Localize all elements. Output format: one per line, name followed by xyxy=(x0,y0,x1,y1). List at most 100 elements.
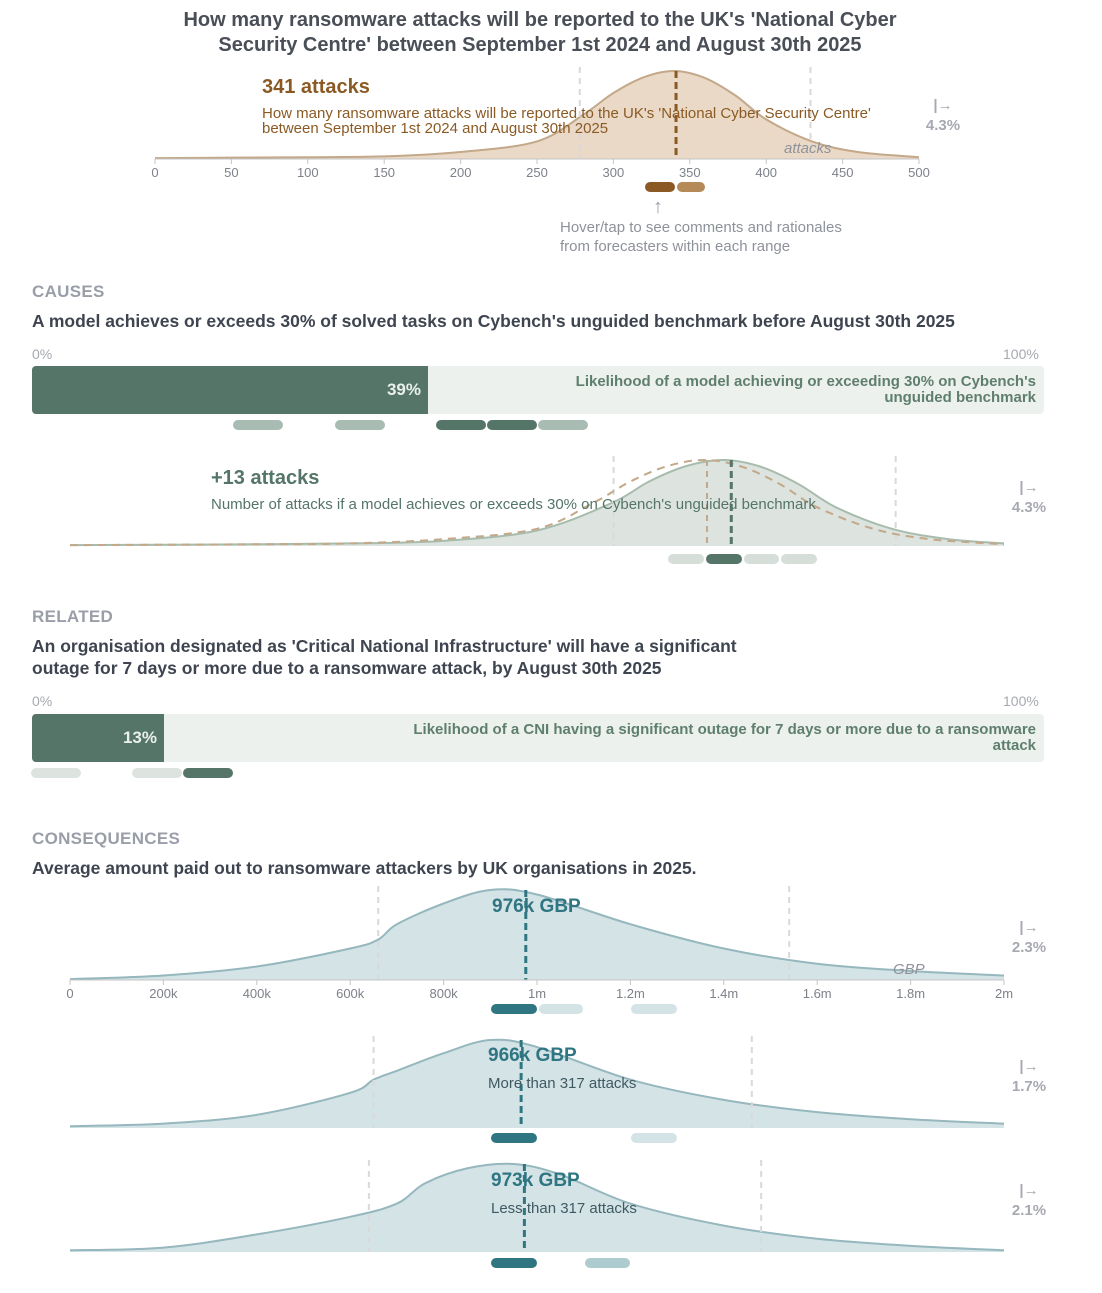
consequences-rate-value: 2.3% xyxy=(1011,939,1047,956)
main-area xyxy=(155,70,919,159)
range-pill-conseq1-3[interactable] xyxy=(631,1004,677,1014)
main-subtitle: How many ransomware attacks will be repo… xyxy=(262,106,871,136)
related-pct-min: 0% xyxy=(32,693,53,709)
related-section-label: RELATED xyxy=(32,607,114,626)
conseq1-tick-label: 1.4m xyxy=(709,986,738,1001)
range-pill-causes-5[interactable] xyxy=(538,420,588,430)
consequences-more-rate[interactable]: |→ 1.7% xyxy=(1004,1057,1054,1097)
causes-rate-value: 4.3% xyxy=(1011,499,1047,516)
causes-pct-max: 100% xyxy=(1003,346,1039,362)
main-subtitle-line1: How many ransomware attacks will be repo… xyxy=(262,105,871,122)
main-tick-label: 50 xyxy=(224,165,238,180)
conseq3-area xyxy=(70,1163,1004,1252)
consequences-value: 976k GBP xyxy=(492,896,581,917)
main-title-line2: Security Centre' between September 1st 2… xyxy=(218,34,862,56)
related-title-line2: outage for 7 days or more due to a ranso… xyxy=(32,658,662,678)
range-pill-conseq2-median[interactable] xyxy=(491,1133,537,1143)
main-tick-label: 500 xyxy=(908,165,930,180)
range-pill-related-3[interactable] xyxy=(183,768,233,778)
causes-likelihood-fill: 39% xyxy=(32,366,428,414)
conseq2-curve xyxy=(69,1038,1005,1128)
conseq1-tick-label: 1m xyxy=(528,986,546,1001)
range-pill-conseq1-median[interactable] xyxy=(491,1004,537,1014)
conseq1-tick-label: 400k xyxy=(243,986,272,1001)
range-pill-related-1[interactable] xyxy=(31,768,81,778)
consequences-rate[interactable]: |→ 2.3% xyxy=(1004,918,1054,958)
range-pill-conseq3-median[interactable] xyxy=(491,1258,537,1268)
range-pill-causes-3[interactable] xyxy=(436,420,486,430)
main-tick-label: 300 xyxy=(603,165,625,180)
conseq1-curve xyxy=(69,888,1005,981)
related-likelihood-value: 13% xyxy=(122,728,157,747)
range-pill-causes-4[interactable] xyxy=(487,420,537,430)
up-arrow-icon: ↑ xyxy=(653,196,663,218)
rate-arrow-icon: |→ xyxy=(1019,1182,1039,1199)
main-title-line1: How many ransomware attacks will be repo… xyxy=(183,9,897,31)
range-pill-causes-1[interactable] xyxy=(233,420,283,430)
range-pill-conseq3-2[interactable] xyxy=(585,1258,630,1268)
range-pill-causes-dist-2[interactable] xyxy=(706,554,742,564)
causes-likelihood-bar[interactable]: 39% Likelihood of a model achieving or e… xyxy=(32,366,1044,414)
conseq1-tick-label: 1.6m xyxy=(803,986,832,1001)
consequences-distribution-chart[interactable]: 0 200k 400k 600k 800k 1m 1.2m 1.4m 1.6m 1.8m 2m GBP xyxy=(0,880,1102,1005)
related-likelihood-fill: 13% xyxy=(32,714,164,762)
causes-pct-min: 0% xyxy=(32,346,53,362)
conseq1-tick-label: 600k xyxy=(336,986,365,1001)
consequences-section-label: CONSEQUENCES xyxy=(32,829,181,848)
hover-hint-line1: Hover/tap to see comments and rationales xyxy=(560,219,842,236)
related-question-title[interactable]: An organisation designated as 'Critical … xyxy=(32,635,737,679)
range-pill-causes-dist-1[interactable] xyxy=(668,554,704,564)
causes-delta-subtitle: Number of attacks if a model achieves or… xyxy=(211,496,816,513)
main-value: 341 attacks xyxy=(262,76,370,98)
consequences-less-value: 973k GBP xyxy=(491,1170,580,1191)
range-pill-causes-dist-3[interactable] xyxy=(744,554,779,564)
main-tick-label: 350 xyxy=(679,165,701,180)
rate-arrow-icon: |→ xyxy=(1019,1058,1039,1075)
range-pill-conseq2-2[interactable] xyxy=(631,1133,677,1143)
main-distribution-chart[interactable]: 0 50 100 150 200 250 300 350 400 450 500 attacks xyxy=(0,60,1102,190)
range-pill-main-median[interactable] xyxy=(645,182,675,192)
related-likelihood-bar[interactable]: 13% Likelihood of a CNI having a signifi… xyxy=(32,714,1044,762)
main-tick-label: 250 xyxy=(526,165,548,180)
range-pill-related-2[interactable] xyxy=(132,768,182,778)
range-pill-causes-dist-4[interactable] xyxy=(781,554,817,564)
causes-distribution-chart[interactable] xyxy=(0,450,1102,560)
consequences-more-rate-value: 1.7% xyxy=(1011,1078,1047,1095)
main-tick-label: 100 xyxy=(297,165,319,180)
main-title: How many ransomware attacks will be repo… xyxy=(120,8,960,58)
consequences-less-subtitle: Less than 317 attacks xyxy=(491,1200,637,1217)
causes-likelihood-text-line2: unguided benchmark xyxy=(884,389,1036,406)
range-pill-main-upper[interactable] xyxy=(677,182,705,192)
main-tick-label: 200 xyxy=(450,165,472,180)
main-curve xyxy=(154,69,920,160)
main-rate[interactable]: |→ 4.3% xyxy=(918,96,968,136)
causes-area xyxy=(70,459,1004,546)
rate-arrow-icon: |→ xyxy=(1019,919,1039,936)
causes-likelihood-text-line1: Likelihood of a model achieving or excee… xyxy=(575,373,1036,390)
consequences-more-value: 966k GBP xyxy=(488,1045,577,1066)
conseq3-curve xyxy=(69,1162,1005,1252)
related-likelihood-text-line2: attack xyxy=(992,737,1036,754)
causes-likelihood-text: Likelihood of a model achieving or excee… xyxy=(456,374,1036,406)
main-subtitle-line2: between September 1st 2024 and August 30… xyxy=(262,120,609,137)
range-pill-conseq1-2[interactable] xyxy=(539,1004,583,1014)
consequences-more-chart[interactable] xyxy=(0,1030,1102,1135)
range-pill-causes-2[interactable] xyxy=(335,420,385,430)
main-tick-label: 450 xyxy=(832,165,854,180)
conseq1-tick-label: 800k xyxy=(429,986,458,1001)
causes-question-title[interactable]: A model achieves or exceeds 30% of solve… xyxy=(32,311,955,331)
hover-hint-line2: from forecasters within each range xyxy=(560,238,791,255)
main-tick-label: 0 xyxy=(151,165,158,180)
conseq1-unit-label: GBP xyxy=(893,961,925,978)
main-unit-label: attacks xyxy=(784,140,832,157)
causes-rate[interactable]: |→ 4.3% xyxy=(1004,478,1054,518)
rate-arrow-icon: |→ xyxy=(933,97,953,114)
conseq1-tick-label: 2m xyxy=(995,986,1013,1001)
conseq1-tick-label: 1.8m xyxy=(896,986,925,1001)
consequences-question-title[interactable]: Average amount paid out to ransomware at… xyxy=(32,858,697,878)
related-likelihood-text: Likelihood of a CNI having a significant… xyxy=(316,722,1036,754)
related-pct-max: 100% xyxy=(1003,693,1039,709)
consequences-less-chart[interactable] xyxy=(0,1155,1102,1260)
conseq1-tick-label: 1.2m xyxy=(616,986,645,1001)
consequences-less-rate[interactable]: |→ 2.1% xyxy=(1004,1181,1054,1221)
